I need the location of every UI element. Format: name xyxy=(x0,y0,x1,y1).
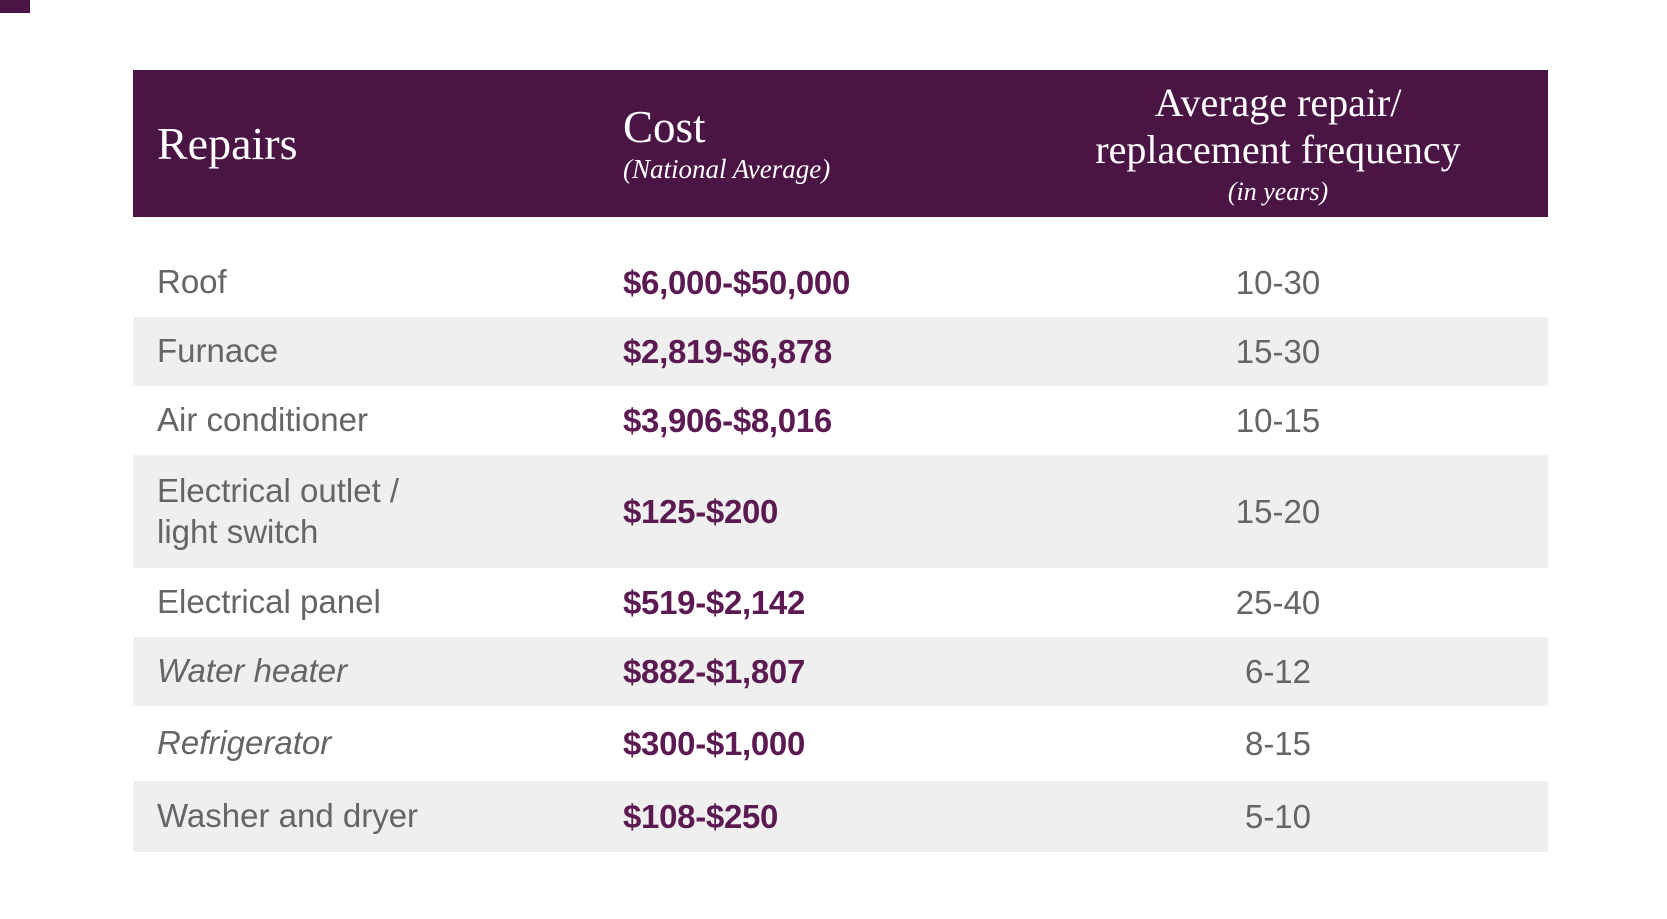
table-row: Air conditioner $3,906-$8,016 10-15 xyxy=(133,386,1548,455)
frequency-cell: 5-10 xyxy=(1244,797,1312,835)
cost-cell: $6,000-$50,000 xyxy=(623,263,851,301)
cost-cell: $882-$1,807 xyxy=(623,652,806,690)
frequency-cell: 15-30 xyxy=(1235,332,1321,370)
table-row: Refrigerator $300-$1,000 8-15 xyxy=(133,706,1548,781)
table-row: Furnace $2,819-$6,878 15-30 xyxy=(133,317,1548,386)
table-row: Electrical outlet / light switch $125-$20… xyxy=(133,455,1548,568)
cost-cell: $3,906-$8,016 xyxy=(623,401,832,439)
table-row: Roof $6,000-$50,000 10-30 xyxy=(133,248,1548,317)
repairs-column-header: Repairs xyxy=(133,70,623,217)
frequency-cell: 8-15 xyxy=(1244,724,1312,762)
frequency-cell: 15-20 xyxy=(1235,492,1321,530)
cost-column-title: Cost xyxy=(623,101,706,152)
cost-cell: $125-$200 xyxy=(623,492,779,530)
cost-column-header: Cost (National Average) xyxy=(623,70,1008,217)
frequency-column-subtitle: (in years) xyxy=(1227,177,1329,207)
repair-name-cell: Furnace xyxy=(157,332,279,370)
cost-column-subtitle: (National Average) xyxy=(623,153,831,184)
table-body: Roof $6,000-$50,000 10-30 Furnace $2,819… xyxy=(133,217,1548,852)
repair-name-cell: Electrical panel xyxy=(157,583,381,621)
repair-name-cell: Air conditioner xyxy=(157,401,368,439)
repairs-column-title: Repairs xyxy=(157,117,298,169)
frequency-cell: 10-30 xyxy=(1235,263,1321,301)
repair-name-cell: Refrigerator xyxy=(157,724,332,762)
frequency-column-title-line2: replacement frequency xyxy=(1095,127,1461,173)
repair-name-cell: Water heater xyxy=(157,652,348,690)
frequency-cell: 10-15 xyxy=(1235,401,1321,439)
repair-name-cell: Electrical outlet / light switch xyxy=(157,472,400,550)
frequency-cell: 6-12 xyxy=(1244,652,1312,690)
table-row: Washer and dryer $108-$250 5-10 xyxy=(133,781,1548,852)
table-row: Electrical panel $519-$2,142 25-40 xyxy=(133,568,1548,637)
repair-name-cell: Washer and dryer xyxy=(157,797,419,835)
repair-cost-table: Repairs Cost (National Average) Average … xyxy=(133,70,1548,852)
frequency-column-header: Average repair/ replacement frequency (i… xyxy=(1008,70,1548,217)
frequency-cell: 25-40 xyxy=(1235,583,1321,621)
frequency-column-title-line1: Average repair/ xyxy=(1154,79,1402,125)
table-header: Repairs Cost (National Average) Average … xyxy=(133,70,1548,217)
corner-accent-mark xyxy=(0,0,30,13)
cost-cell: $2,819-$6,878 xyxy=(623,332,832,370)
repair-name-cell: Roof xyxy=(157,263,227,301)
table-row: Water heater $882-$1,807 6-12 xyxy=(133,637,1548,706)
cost-cell: $519-$2,142 xyxy=(623,583,806,621)
cost-cell: $300-$1,000 xyxy=(623,724,806,762)
cost-cell: $108-$250 xyxy=(623,797,779,835)
